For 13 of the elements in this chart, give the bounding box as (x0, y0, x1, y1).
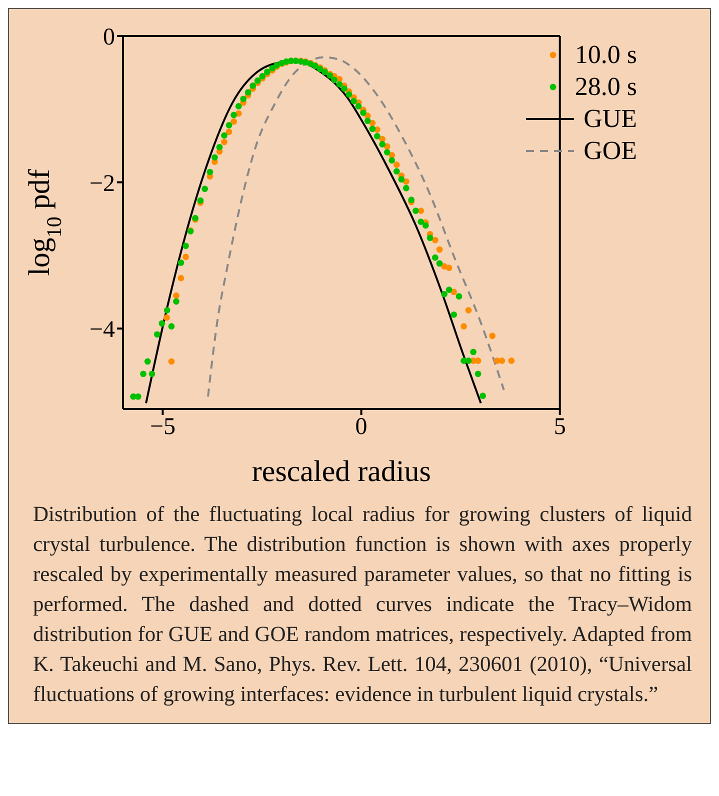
x-tick-label: 0 (355, 414, 368, 440)
legend-label: GOE (584, 135, 637, 167)
y-tick-label: −2 (89, 170, 115, 197)
text: Distribution of the fluctuating local radius for growing clusters of liquid crystal turbulence. The distribution function is shown with axes properly rescaled by experimentally measured parameter values, so that no fitting is performed. The dashed and dotted curves indicate the Tracy–Widom distribution for GUE and GOE random matrices, respectively. Adapted from K. Takeuchi and M. Sano, Phys. Rev. Lett. 104, 230601 (2010), “Universal fluctuations of growing interfaces: evidence in turbulent liquid crystals.” (33, 501, 692, 708)
x-tick-label: −5 (150, 414, 176, 440)
x-axis-title: rescaled radius (252, 455, 431, 488)
line-series (206, 56, 505, 398)
legend-label: GUE (584, 103, 637, 135)
x-tick-label: 5 (554, 414, 566, 440)
y-tick-label: 0 (103, 24, 115, 51)
legend-label: 28.0 s (574, 71, 637, 103)
legend-label: 10.0 s (574, 39, 637, 71)
y-tick-label: −4 (89, 317, 115, 344)
